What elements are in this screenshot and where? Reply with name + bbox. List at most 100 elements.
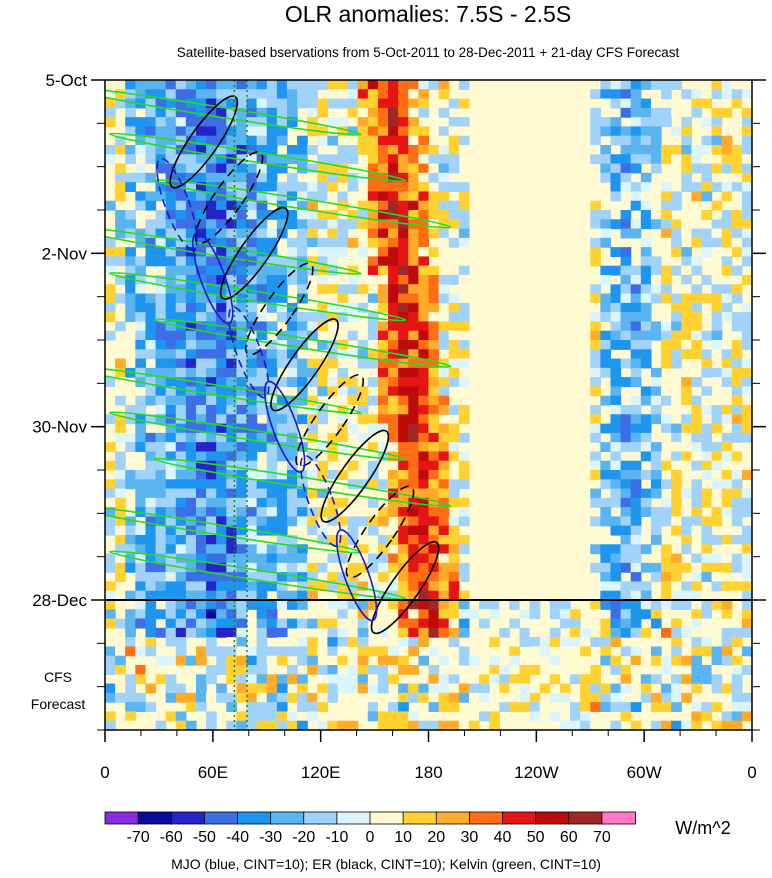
anomaly-cell <box>246 497 258 508</box>
anomaly-cell <box>731 237 743 248</box>
anomaly-cell <box>125 525 136 536</box>
anomaly-cell <box>418 414 430 425</box>
anomaly-cell <box>195 312 207 323</box>
anomaly-cell <box>388 163 399 174</box>
anomaly-cell <box>256 423 268 434</box>
anomaly-cell <box>246 479 258 490</box>
anomaly-cell <box>620 145 632 155</box>
anomaly-cell <box>307 80 318 90</box>
anomaly-cell <box>590 89 601 100</box>
anomaly-cell <box>600 219 612 230</box>
anomaly-cell <box>661 191 672 202</box>
anomaly-cell <box>185 470 197 480</box>
anomaly-cell <box>509 618 521 629</box>
anomaly-cell <box>357 637 369 648</box>
anomaly-cell <box>600 655 612 666</box>
anomaly-cell <box>145 609 157 620</box>
anomaly-cell <box>307 618 318 629</box>
anomaly-cell <box>630 507 642 518</box>
colorbar-swatch <box>203 811 239 825</box>
anomaly-cell <box>448 683 460 694</box>
anomaly-cell <box>357 683 369 694</box>
anomaly-cell <box>256 590 268 601</box>
anomaly-cell <box>206 544 217 555</box>
anomaly-cell <box>610 637 622 648</box>
anomaly-cell <box>640 117 652 128</box>
anomaly-cell <box>711 655 723 666</box>
anomaly-cell <box>731 692 743 703</box>
anomaly-cell <box>135 293 147 304</box>
anomaly-cell <box>580 692 591 703</box>
anomaly-cell <box>600 349 612 360</box>
anomaly-cell <box>721 600 733 610</box>
anomaly-cell <box>721 293 733 304</box>
anomaly-cell <box>195 321 207 332</box>
anomaly-cell <box>377 349 389 360</box>
anomaly-cell <box>448 581 460 592</box>
anomaly-cell <box>175 720 187 730</box>
anomaly-cell <box>691 488 703 499</box>
anomaly-cell <box>246 302 258 313</box>
anomaly-cell <box>731 414 743 425</box>
anomaly-cell <box>367 302 379 313</box>
anomaly-cell <box>580 702 591 713</box>
anomaly-cell <box>681 312 692 323</box>
anomaly-cell <box>206 256 217 267</box>
anomaly-cell <box>377 367 389 378</box>
anomaly-cell <box>226 182 238 193</box>
anomaly-cell <box>337 98 349 109</box>
chart-title: OLR anomalies: 7.5S - 2.5S <box>285 1 571 27</box>
anomaly-cell <box>377 126 389 137</box>
anomaly-cell <box>721 191 733 202</box>
anomaly-cell <box>286 367 298 378</box>
anomaly-cell <box>206 275 217 285</box>
anomaly-cell <box>175 609 187 620</box>
anomaly-cell <box>145 377 157 388</box>
anomaly-cell <box>286 98 298 109</box>
kelvin-contour <box>105 364 362 415</box>
anomaly-cell <box>226 340 238 350</box>
anomaly-cell <box>721 210 733 220</box>
anomaly-cell <box>367 256 379 267</box>
anomaly-cell <box>337 470 349 480</box>
anomaly-cell <box>661 507 672 518</box>
anomaly-cell <box>266 674 278 685</box>
anomaly-cell <box>246 163 258 174</box>
anomaly-cell <box>347 349 359 360</box>
anomaly-cell <box>489 609 500 620</box>
anomaly-cell <box>337 247 349 258</box>
anomaly-cell <box>226 581 238 592</box>
anomaly-cell <box>600 367 612 378</box>
anomaly-cell <box>115 692 126 703</box>
anomaly-cell <box>226 535 238 545</box>
anomaly-cell <box>408 470 419 480</box>
anomaly-cell <box>428 479 440 490</box>
anomaly-cell <box>297 683 308 694</box>
anomaly-cell <box>620 460 632 471</box>
anomaly-cell <box>691 395 703 406</box>
anomaly-cell <box>580 674 591 685</box>
anomaly-cell <box>590 637 601 648</box>
anomaly-cell <box>721 265 733 276</box>
anomaly-cell <box>377 702 389 713</box>
anomaly-cell <box>721 219 733 230</box>
anomaly-cell <box>317 321 329 332</box>
anomaly-cell <box>226 219 238 230</box>
anomaly-cell <box>226 488 238 499</box>
anomaly-cell <box>307 562 318 573</box>
colorbar-label: 40 <box>494 829 512 846</box>
anomaly-cell <box>398 275 409 285</box>
anomaly-cell <box>711 572 723 583</box>
anomaly-cell <box>226 358 238 369</box>
anomaly-cell <box>185 692 197 703</box>
anomaly-cell <box>155 340 167 350</box>
anomaly-cell <box>155 609 167 620</box>
anomaly-cell <box>610 488 622 499</box>
anomaly-cell <box>661 107 672 118</box>
anomaly-cell <box>691 265 703 276</box>
anomaly-cell <box>590 665 601 675</box>
anomaly-cell <box>701 442 713 453</box>
anomaly-cell <box>236 210 248 220</box>
anomaly-cell <box>721 256 733 267</box>
anomaly-cell <box>428 395 440 406</box>
